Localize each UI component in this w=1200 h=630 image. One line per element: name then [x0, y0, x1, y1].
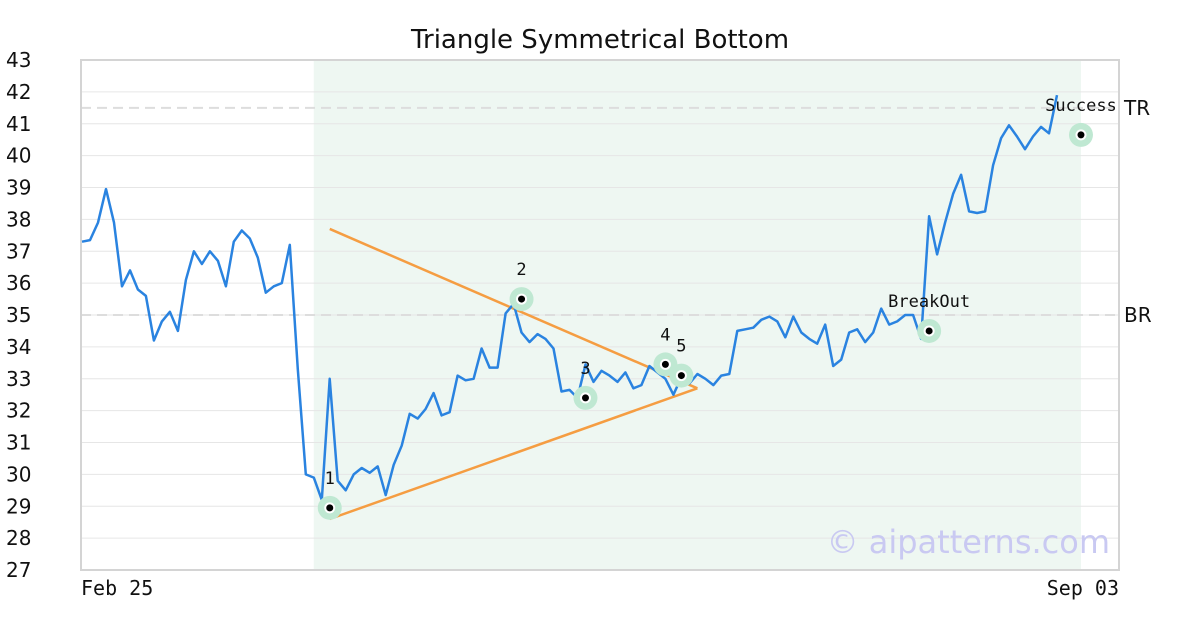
y-tick-label: 28 [6, 526, 31, 550]
point-label: 3 [580, 359, 590, 379]
y-tick-label: 35 [6, 303, 31, 327]
point-marker [326, 504, 334, 512]
y-tick-label: 43 [6, 48, 31, 72]
x-tick-label: Feb 25 [81, 576, 153, 600]
point-marker [518, 295, 526, 303]
y-tick-label: 27 [6, 558, 31, 582]
y-tick-label: 33 [6, 367, 31, 391]
y-tick-label: 42 [6, 80, 31, 104]
point-marker [925, 327, 933, 335]
series-line [81, 94, 1059, 502]
plot-border [80, 59, 1120, 571]
point-marker [581, 394, 589, 402]
y-tick-label: 40 [6, 144, 31, 168]
point-label: Success [1045, 96, 1117, 116]
plot-area: 2728293031323334353637383940414243TRBR12… [6, 48, 1152, 600]
point-label: BreakOut [888, 292, 970, 312]
y-tick-label: 37 [6, 239, 31, 263]
point-label: 4 [660, 325, 670, 345]
triangle-upper-line [329, 227, 698, 390]
y-tick-label: 38 [6, 207, 31, 231]
watermark: © aipatterns.com [827, 523, 1110, 561]
y-tick-label: 41 [6, 112, 31, 136]
y-tick-label: 39 [6, 176, 31, 200]
point-marker [661, 360, 669, 368]
x-tick-label: Sep 03 [1047, 576, 1119, 600]
chart-title: Triangle Symmetrical Bottom [410, 25, 789, 55]
point-label: 5 [676, 337, 686, 357]
reference-label: BR [1124, 303, 1152, 327]
y-tick-label: 36 [6, 271, 31, 295]
y-tick-label: 32 [6, 399, 31, 423]
triangle-lower-line [329, 387, 698, 521]
point-marker [677, 372, 685, 380]
y-tick-label: 31 [6, 431, 31, 455]
point-label: 1 [325, 469, 335, 489]
point-label: 2 [516, 260, 526, 280]
y-tick-label: 29 [6, 494, 31, 518]
reference-label: TR [1123, 96, 1150, 120]
point-marker [1077, 131, 1085, 139]
y-tick-label: 30 [6, 462, 31, 486]
y-tick-label: 34 [6, 335, 31, 359]
